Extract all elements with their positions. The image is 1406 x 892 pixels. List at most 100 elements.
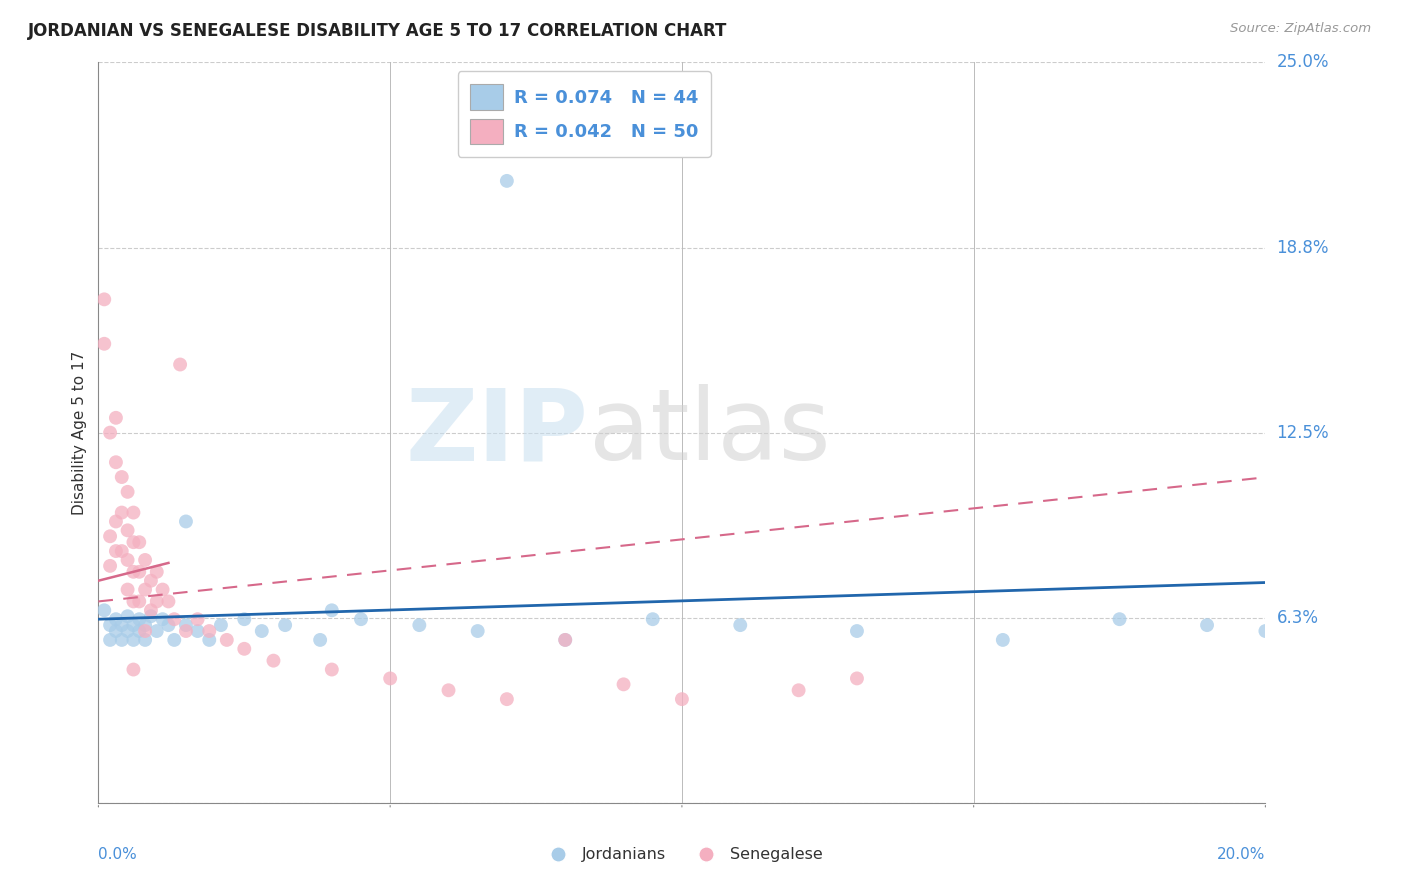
Point <box>93 603 115 617</box>
Point <box>1313 470 1336 484</box>
Point <box>104 624 127 638</box>
Text: 20.0%: 20.0% <box>1218 847 1265 863</box>
Point <box>104 515 127 529</box>
Point <box>612 677 634 691</box>
Point <box>98 632 121 647</box>
Point <box>233 641 256 656</box>
Point <box>157 618 180 632</box>
Point <box>730 618 752 632</box>
Point <box>104 612 127 626</box>
Point <box>139 603 162 617</box>
Point <box>134 618 156 632</box>
Point <box>380 672 402 686</box>
Legend: Jordanians, Senegalese: Jordanians, Senegalese <box>536 841 828 869</box>
Point <box>671 692 693 706</box>
Text: 18.8%: 18.8% <box>1277 238 1329 257</box>
Point <box>991 632 1014 647</box>
Point <box>174 515 197 529</box>
Point <box>122 663 145 677</box>
Point <box>350 612 373 626</box>
Point <box>134 553 156 567</box>
Y-axis label: Disability Age 5 to 17: Disability Age 5 to 17 <box>72 351 87 515</box>
Point <box>1313 515 1336 529</box>
Point <box>641 612 664 626</box>
Point <box>122 535 145 549</box>
Text: Source: ZipAtlas.com: Source: ZipAtlas.com <box>1230 22 1371 36</box>
Point <box>309 632 332 647</box>
Point <box>117 484 139 499</box>
Point <box>117 624 139 638</box>
Point <box>98 558 121 573</box>
Point <box>134 624 156 638</box>
Point <box>111 470 134 484</box>
Point <box>122 632 145 647</box>
Point <box>122 565 145 579</box>
Point <box>250 624 273 638</box>
Point <box>846 624 869 638</box>
Point <box>128 535 150 549</box>
Text: atlas: atlas <box>589 384 830 481</box>
Point <box>134 582 156 597</box>
Point <box>152 612 174 626</box>
Point <box>98 618 121 632</box>
Point <box>93 336 115 351</box>
Point <box>846 672 869 686</box>
Point <box>117 524 139 538</box>
Text: 6.3%: 6.3% <box>1277 608 1319 627</box>
Point <box>139 574 162 588</box>
Point <box>321 663 343 677</box>
Point <box>157 594 180 608</box>
Point <box>93 293 115 307</box>
Point <box>122 618 145 632</box>
Point <box>174 624 197 638</box>
Point <box>152 582 174 597</box>
Text: JORDANIAN VS SENEGALESE DISABILITY AGE 5 TO 17 CORRELATION CHART: JORDANIAN VS SENEGALESE DISABILITY AGE 5… <box>28 22 727 40</box>
Point <box>198 624 221 638</box>
Point <box>233 612 256 626</box>
Point <box>111 544 134 558</box>
Point <box>117 553 139 567</box>
Point <box>174 618 197 632</box>
Point <box>496 174 519 188</box>
Point <box>117 582 139 597</box>
Point <box>554 632 576 647</box>
Point <box>274 618 297 632</box>
Point <box>209 618 232 632</box>
Text: 25.0%: 25.0% <box>1277 54 1329 71</box>
Point <box>1108 612 1130 626</box>
Point <box>128 594 150 608</box>
Point <box>98 425 121 440</box>
Point <box>408 618 430 632</box>
Point <box>146 624 169 638</box>
Point <box>146 594 169 608</box>
Point <box>554 632 576 647</box>
Point <box>128 624 150 638</box>
Point <box>215 632 238 647</box>
Point <box>104 455 127 469</box>
Point <box>139 609 162 624</box>
Text: ZIP: ZIP <box>406 384 589 481</box>
Point <box>187 612 209 626</box>
Point <box>787 683 810 698</box>
Point <box>169 358 191 372</box>
Point <box>128 565 150 579</box>
Point <box>163 612 186 626</box>
Point <box>111 506 134 520</box>
Point <box>262 654 284 668</box>
Text: 0.0%: 0.0% <box>98 847 138 863</box>
Point <box>146 565 169 579</box>
Point <box>111 632 134 647</box>
Point <box>496 692 519 706</box>
Point <box>111 618 134 632</box>
Point <box>104 410 127 425</box>
Point <box>1254 624 1277 638</box>
Point <box>104 544 127 558</box>
Point <box>321 603 343 617</box>
Point <box>134 632 156 647</box>
Point <box>1195 618 1218 632</box>
Point <box>122 506 145 520</box>
Point <box>198 632 221 647</box>
Point <box>163 632 186 647</box>
Text: 12.5%: 12.5% <box>1277 424 1329 442</box>
Point <box>128 612 150 626</box>
